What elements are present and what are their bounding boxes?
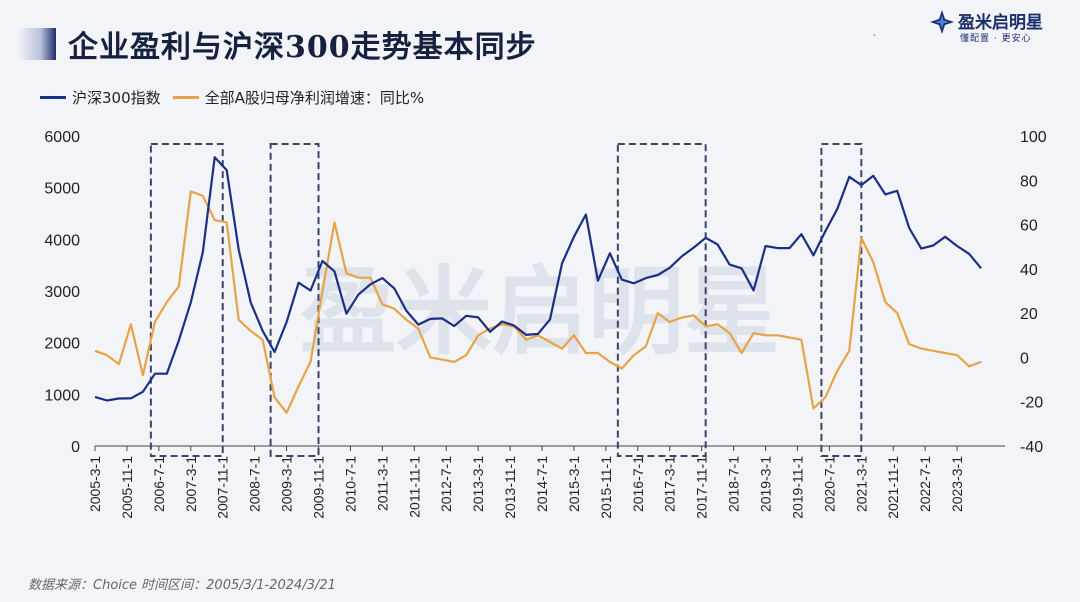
star-logo-icon [930,10,954,34]
x-tick-label: 2005-11-1 [119,456,135,519]
series-line-profit-growth [94,190,982,414]
x-tick-label: 2007-3-1 [183,456,199,512]
y-right-tick-label: 60 [1020,218,1038,235]
highlight-period-box [616,143,707,457]
chart-legend: 沪深300指数 全部A股归母净利润增速：同比% [40,86,436,108]
y-left-tick-label: 1000 [44,387,80,404]
x-tick-label: 2010-7-1 [342,456,358,512]
x-tick-label: 2020-7-1 [821,456,837,512]
y-right-tick-label: 0 [1020,350,1029,367]
x-tick-label: 2017-3-1 [662,456,678,512]
y-left-tick-label: 5000 [44,181,80,198]
y-left-tick-label: 0 [71,439,80,456]
highlight-period-box [149,143,224,457]
y-left-tick-label: 2000 [44,336,80,353]
decorative-caret-icon: ˆ [872,34,877,45]
highlight-period-box [269,143,320,457]
legend-swatch-csi300 [40,95,66,99]
y-right-tick-label: 20 [1020,306,1038,323]
source-note: 数据来源：Choice 时间区间：2005/3/1-2024/3/21 [28,578,336,593]
x-tick-label: 2009-3-1 [279,456,295,512]
legend-label-csi300: 沪深300指数 [72,88,161,107]
y-right-tick-label: 40 [1020,262,1038,279]
x-tick-label: 2016-7-1 [630,456,646,512]
legend-item-profit-growth: 全部A股归母净利润增速：同比% [172,87,425,108]
x-tick-label: 2021-3-1 [853,456,869,512]
y-left-tick-label: 6000 [44,129,80,146]
x-tick-label: 2013-11-1 [502,456,518,519]
y-right-tick-label: 100 [1020,129,1047,146]
x-tick-label: 2009-11-1 [311,456,327,519]
series-line-csi300 [94,156,982,402]
x-tick-label: 2013-3-1 [470,456,486,512]
x-tick-label: 2008-7-1 [247,456,263,512]
legend-label-profit-growth: 全部A股归母净利润增速：同比% [204,88,425,107]
x-tick-label: 2011-3-1 [374,456,390,511]
x-tick-label: 2005-3-1 [87,456,103,512]
y-right-tick-label: 80 [1020,173,1038,190]
title-accent-bar [18,28,56,60]
x-tick-label: 2019-3-1 [758,456,774,512]
x-tick-label: 2023-3-1 [949,456,965,512]
brand-logo-block: 盈米启明星 懂配置 · 更安心 [930,6,1070,46]
x-tick-label: 2011-11-1 [406,456,422,518]
brand-slogan: 懂配置 · 更安心 [960,34,1032,44]
x-tick-label: 2012-7-1 [438,456,454,512]
x-tick-label: 2015-3-1 [566,456,582,512]
x-tick-label: 2019-11-1 [789,456,805,519]
x-tick-label: 2018-7-1 [726,456,742,512]
x-tick-label: 2015-11-1 [598,456,614,519]
brand-watermark: 盈米启明星 [300,255,780,368]
y-right-tick-label: -40 [1020,439,1043,456]
y-left-tick-label: 4000 [44,232,80,249]
brand-name: 盈米启明星 [958,13,1043,33]
y-left-tick-label: 3000 [44,284,80,301]
x-tick-label: 2021-11-1 [885,456,901,519]
x-tick-label: 2014-7-1 [534,456,550,512]
legend-item-csi300: 沪深300指数 [40,87,161,108]
x-tick-label: 2022-7-1 [917,456,933,512]
x-tick-label: 2006-7-1 [151,456,167,512]
legend-swatch-profit-growth [172,95,199,99]
y-right-tick-label: -20 [1020,395,1043,412]
x-tick-label: 2017-11-1 [694,456,710,519]
x-tick-label: 2007-11-1 [215,456,231,519]
page-title: 企业盈利与沪深300走势基本同步 [68,30,537,65]
